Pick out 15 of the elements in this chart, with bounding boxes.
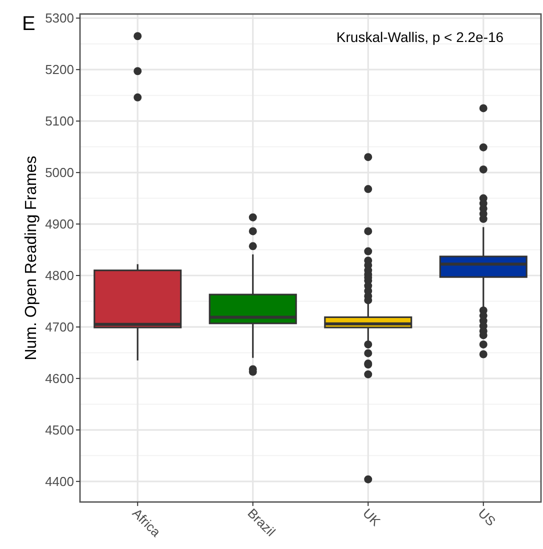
y-tick-label: 5200 [45, 62, 74, 78]
x-tick-label: US [475, 506, 499, 530]
y-axis-title: Num. Open Reading Frames [23, 156, 40, 360]
y-tick-label: 4400 [45, 474, 74, 489]
annotation: Kruskal-Wallis, p < 2.2e-16 [336, 29, 504, 45]
y-tick-label: 5300 [45, 10, 74, 26]
y-tick-label: 4500 [45, 422, 74, 438]
y-tick-label: 4600 [45, 371, 74, 386]
y-tick-label: 4900 [45, 216, 74, 232]
y-tick-label: 5000 [45, 165, 74, 180]
y-tick-label: 4700 [45, 320, 74, 335]
y-tick-label: 4800 [45, 268, 74, 284]
y-tick-label: 5100 [45, 114, 74, 129]
x-tick-label: UK [360, 506, 384, 530]
text: E [22, 13, 36, 35]
